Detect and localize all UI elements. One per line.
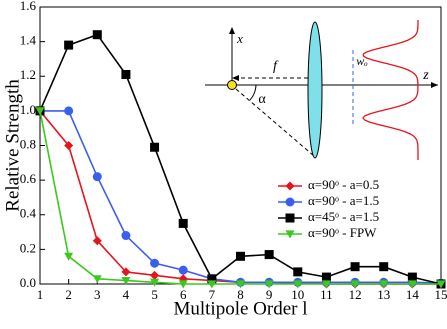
marker [379, 262, 388, 271]
x-tick-label: 13 [377, 287, 390, 302]
marker [150, 143, 159, 152]
y-tick-label: 1.6 [20, 0, 37, 13]
marker [351, 262, 360, 271]
legend-label: α=90ᵒ - a=1.5 [308, 193, 379, 208]
x-tick-label: 14 [406, 287, 420, 302]
x-tick-label: 4 [123, 287, 130, 302]
marker [179, 266, 188, 275]
marker [150, 271, 159, 280]
annotation: x [236, 31, 243, 46]
legend-marker [286, 214, 295, 223]
marker [150, 259, 159, 268]
marker [293, 267, 302, 276]
x-tick-label: 15 [435, 287, 447, 302]
x-tick-label: 11 [320, 287, 333, 302]
x-tick-label: 2 [65, 287, 72, 302]
marker [265, 250, 274, 259]
marker [179, 219, 188, 228]
annotation: wₒ [356, 54, 368, 68]
x-tick-label: 5 [151, 287, 158, 302]
plot-frame [40, 7, 441, 284]
marker [93, 30, 102, 39]
marker [408, 273, 417, 282]
legend-marker [286, 198, 295, 207]
marker [64, 106, 73, 115]
marker [93, 172, 102, 181]
marker [121, 231, 130, 240]
y-tick-label: 0.0 [20, 275, 36, 290]
y-tick-label: 0.2 [20, 240, 36, 255]
annotation: α [258, 92, 266, 107]
x-tick-label: 1 [37, 287, 44, 302]
legend-label: α=45ᵒ - a=1.5 [308, 209, 379, 224]
marker [322, 273, 331, 282]
inset-diagram: x f wₒ z α [205, 20, 438, 160]
marker [236, 252, 245, 261]
x-axis-label: Multipole Order l [173, 298, 307, 319]
legend-label: α=90ᵒ - a=0.5 [308, 177, 379, 192]
legend-label: α=90ᵒ - FPW [308, 225, 377, 240]
marker [64, 41, 73, 50]
legend-marker [286, 182, 295, 191]
annotation: f [273, 59, 279, 74]
y-axis-label: Relative Strength [2, 79, 23, 212]
x-tick-label: 3 [94, 287, 101, 302]
y-tick-label: 1.4 [20, 33, 37, 48]
annotation: z [422, 68, 429, 83]
marker [121, 70, 130, 79]
series-line [40, 35, 441, 284]
x-tick-label: 12 [349, 287, 362, 302]
